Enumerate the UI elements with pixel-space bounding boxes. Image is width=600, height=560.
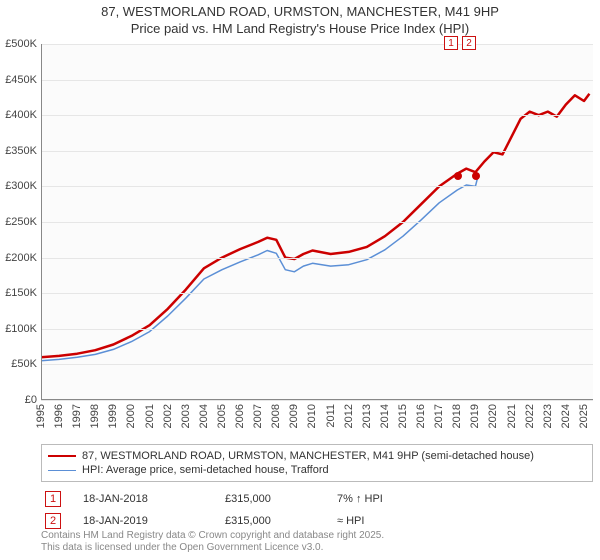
x-axis-label: 2011 xyxy=(325,404,337,428)
footer: Contains HM Land Registry data © Crown c… xyxy=(41,530,593,554)
gridline-h xyxy=(41,115,593,116)
x-axis-label: 2007 xyxy=(252,404,264,428)
marker-dot xyxy=(472,172,480,180)
legend-swatch xyxy=(48,470,76,471)
transaction-date: 18-JAN-2018 xyxy=(83,493,203,505)
plot-area: 12 xyxy=(41,44,593,400)
x-axis-label: 2004 xyxy=(198,404,210,428)
marker-callout: 2 xyxy=(462,36,476,50)
x-axis-label: 1996 xyxy=(53,404,65,428)
x-axis-label: 2001 xyxy=(144,404,156,428)
series-price_paid xyxy=(41,94,589,358)
gridline-h xyxy=(41,222,593,223)
x-axis-label: 2003 xyxy=(180,404,192,428)
transaction-price: £315,000 xyxy=(225,493,315,505)
x-axis-label: 2006 xyxy=(234,404,246,428)
gridline-h xyxy=(41,186,593,187)
x-axis-label: 2013 xyxy=(361,404,373,428)
footer-line2: This data is licensed under the Open Gov… xyxy=(41,542,593,554)
series-hpi xyxy=(41,179,477,360)
x-axis-label: 2014 xyxy=(379,404,391,428)
x-axis-label: 2008 xyxy=(270,404,282,428)
y-axis-label: £400K xyxy=(0,109,37,121)
legend-row: HPI: Average price, semi-detached house,… xyxy=(48,463,586,477)
gridline-h xyxy=(41,293,593,294)
transaction-row: 1 18-JAN-2018 £315,000 7% ↑ HPI xyxy=(41,488,593,510)
legend-label: HPI: Average price, semi-detached house,… xyxy=(82,464,329,476)
y-axis-label: £450K xyxy=(0,74,37,86)
x-axis-label: 2020 xyxy=(487,404,499,428)
transactions-table: 1 18-JAN-2018 £315,000 7% ↑ HPI 2 18-JAN-2019… xyxy=(41,488,593,532)
x-axis-label: 1998 xyxy=(89,404,101,428)
x-axis-label: 2017 xyxy=(433,404,445,428)
transaction-delta: 7% ↑ HPI xyxy=(337,493,437,505)
x-axis-label: 1999 xyxy=(107,404,119,428)
x-axis-label: 2015 xyxy=(397,404,409,428)
chart-title-line1: 87, WESTMORLAND ROAD, URMSTON, MANCHESTE… xyxy=(0,0,600,21)
x-axis-label: 2016 xyxy=(415,404,427,428)
legend-row: 87, WESTMORLAND ROAD, URMSTON, MANCHESTE… xyxy=(48,449,586,463)
chart-title-line2: Price paid vs. HM Land Registry's House … xyxy=(0,21,600,42)
transaction-marker: 2 xyxy=(45,513,61,529)
y-axis-label: £50K xyxy=(0,358,37,370)
chart-container: 87, WESTMORLAND ROAD, URMSTON, MANCHESTE… xyxy=(0,0,600,560)
transaction-delta: ≈ HPI xyxy=(337,515,437,527)
y-axis-label: £200K xyxy=(0,252,37,264)
gridline-h xyxy=(41,400,593,401)
gridline-h xyxy=(41,329,593,330)
x-axis-label: 2025 xyxy=(578,404,590,428)
x-axis-label: 2021 xyxy=(506,404,518,428)
axis-line xyxy=(41,399,593,400)
transaction-date: 18-JAN-2019 xyxy=(83,515,203,527)
y-axis-label: £250K xyxy=(0,216,37,228)
y-axis-label: £350K xyxy=(0,145,37,157)
transaction-row: 2 18-JAN-2019 £315,000 ≈ HPI xyxy=(41,510,593,532)
gridline-h xyxy=(41,151,593,152)
gridline-h xyxy=(41,258,593,259)
gridline-h xyxy=(41,80,593,81)
gridline-h xyxy=(41,364,593,365)
x-axis-label: 2022 xyxy=(524,404,536,428)
x-axis-label: 2023 xyxy=(542,404,554,428)
chart-area: 12 £0£50K£100K£150K£200K£250K£300K£350K£… xyxy=(41,44,593,400)
y-axis-label: £500K xyxy=(0,38,37,50)
y-axis-label: £100K xyxy=(0,323,37,335)
marker-callout: 1 xyxy=(444,36,458,50)
y-axis-label: £150K xyxy=(0,287,37,299)
transaction-marker: 1 xyxy=(45,491,61,507)
footer-line1: Contains HM Land Registry data © Crown c… xyxy=(41,530,593,542)
x-axis-label: 2018 xyxy=(451,404,463,428)
marker-dot xyxy=(454,172,462,180)
x-axis-label: 2009 xyxy=(288,404,300,428)
x-axis-label: 1995 xyxy=(35,404,47,428)
x-axis-label: 2002 xyxy=(162,404,174,428)
legend: 87, WESTMORLAND ROAD, URMSTON, MANCHESTE… xyxy=(41,444,593,482)
legend-swatch xyxy=(48,455,76,457)
gridline-h xyxy=(41,44,593,45)
axis-line xyxy=(41,44,42,400)
x-axis-label: 1997 xyxy=(71,404,83,428)
x-axis-label: 2005 xyxy=(216,404,228,428)
y-axis-label: £300K xyxy=(0,180,37,192)
x-axis-label: 2012 xyxy=(343,404,355,428)
transaction-price: £315,000 xyxy=(225,515,315,527)
x-axis-label: 2024 xyxy=(560,404,572,428)
x-axis-label: 2010 xyxy=(306,404,318,428)
x-axis-label: 2000 xyxy=(125,404,137,428)
y-axis-label: £0 xyxy=(0,394,37,406)
x-axis-label: 2019 xyxy=(469,404,481,428)
legend-label: 87, WESTMORLAND ROAD, URMSTON, MANCHESTE… xyxy=(82,450,534,462)
